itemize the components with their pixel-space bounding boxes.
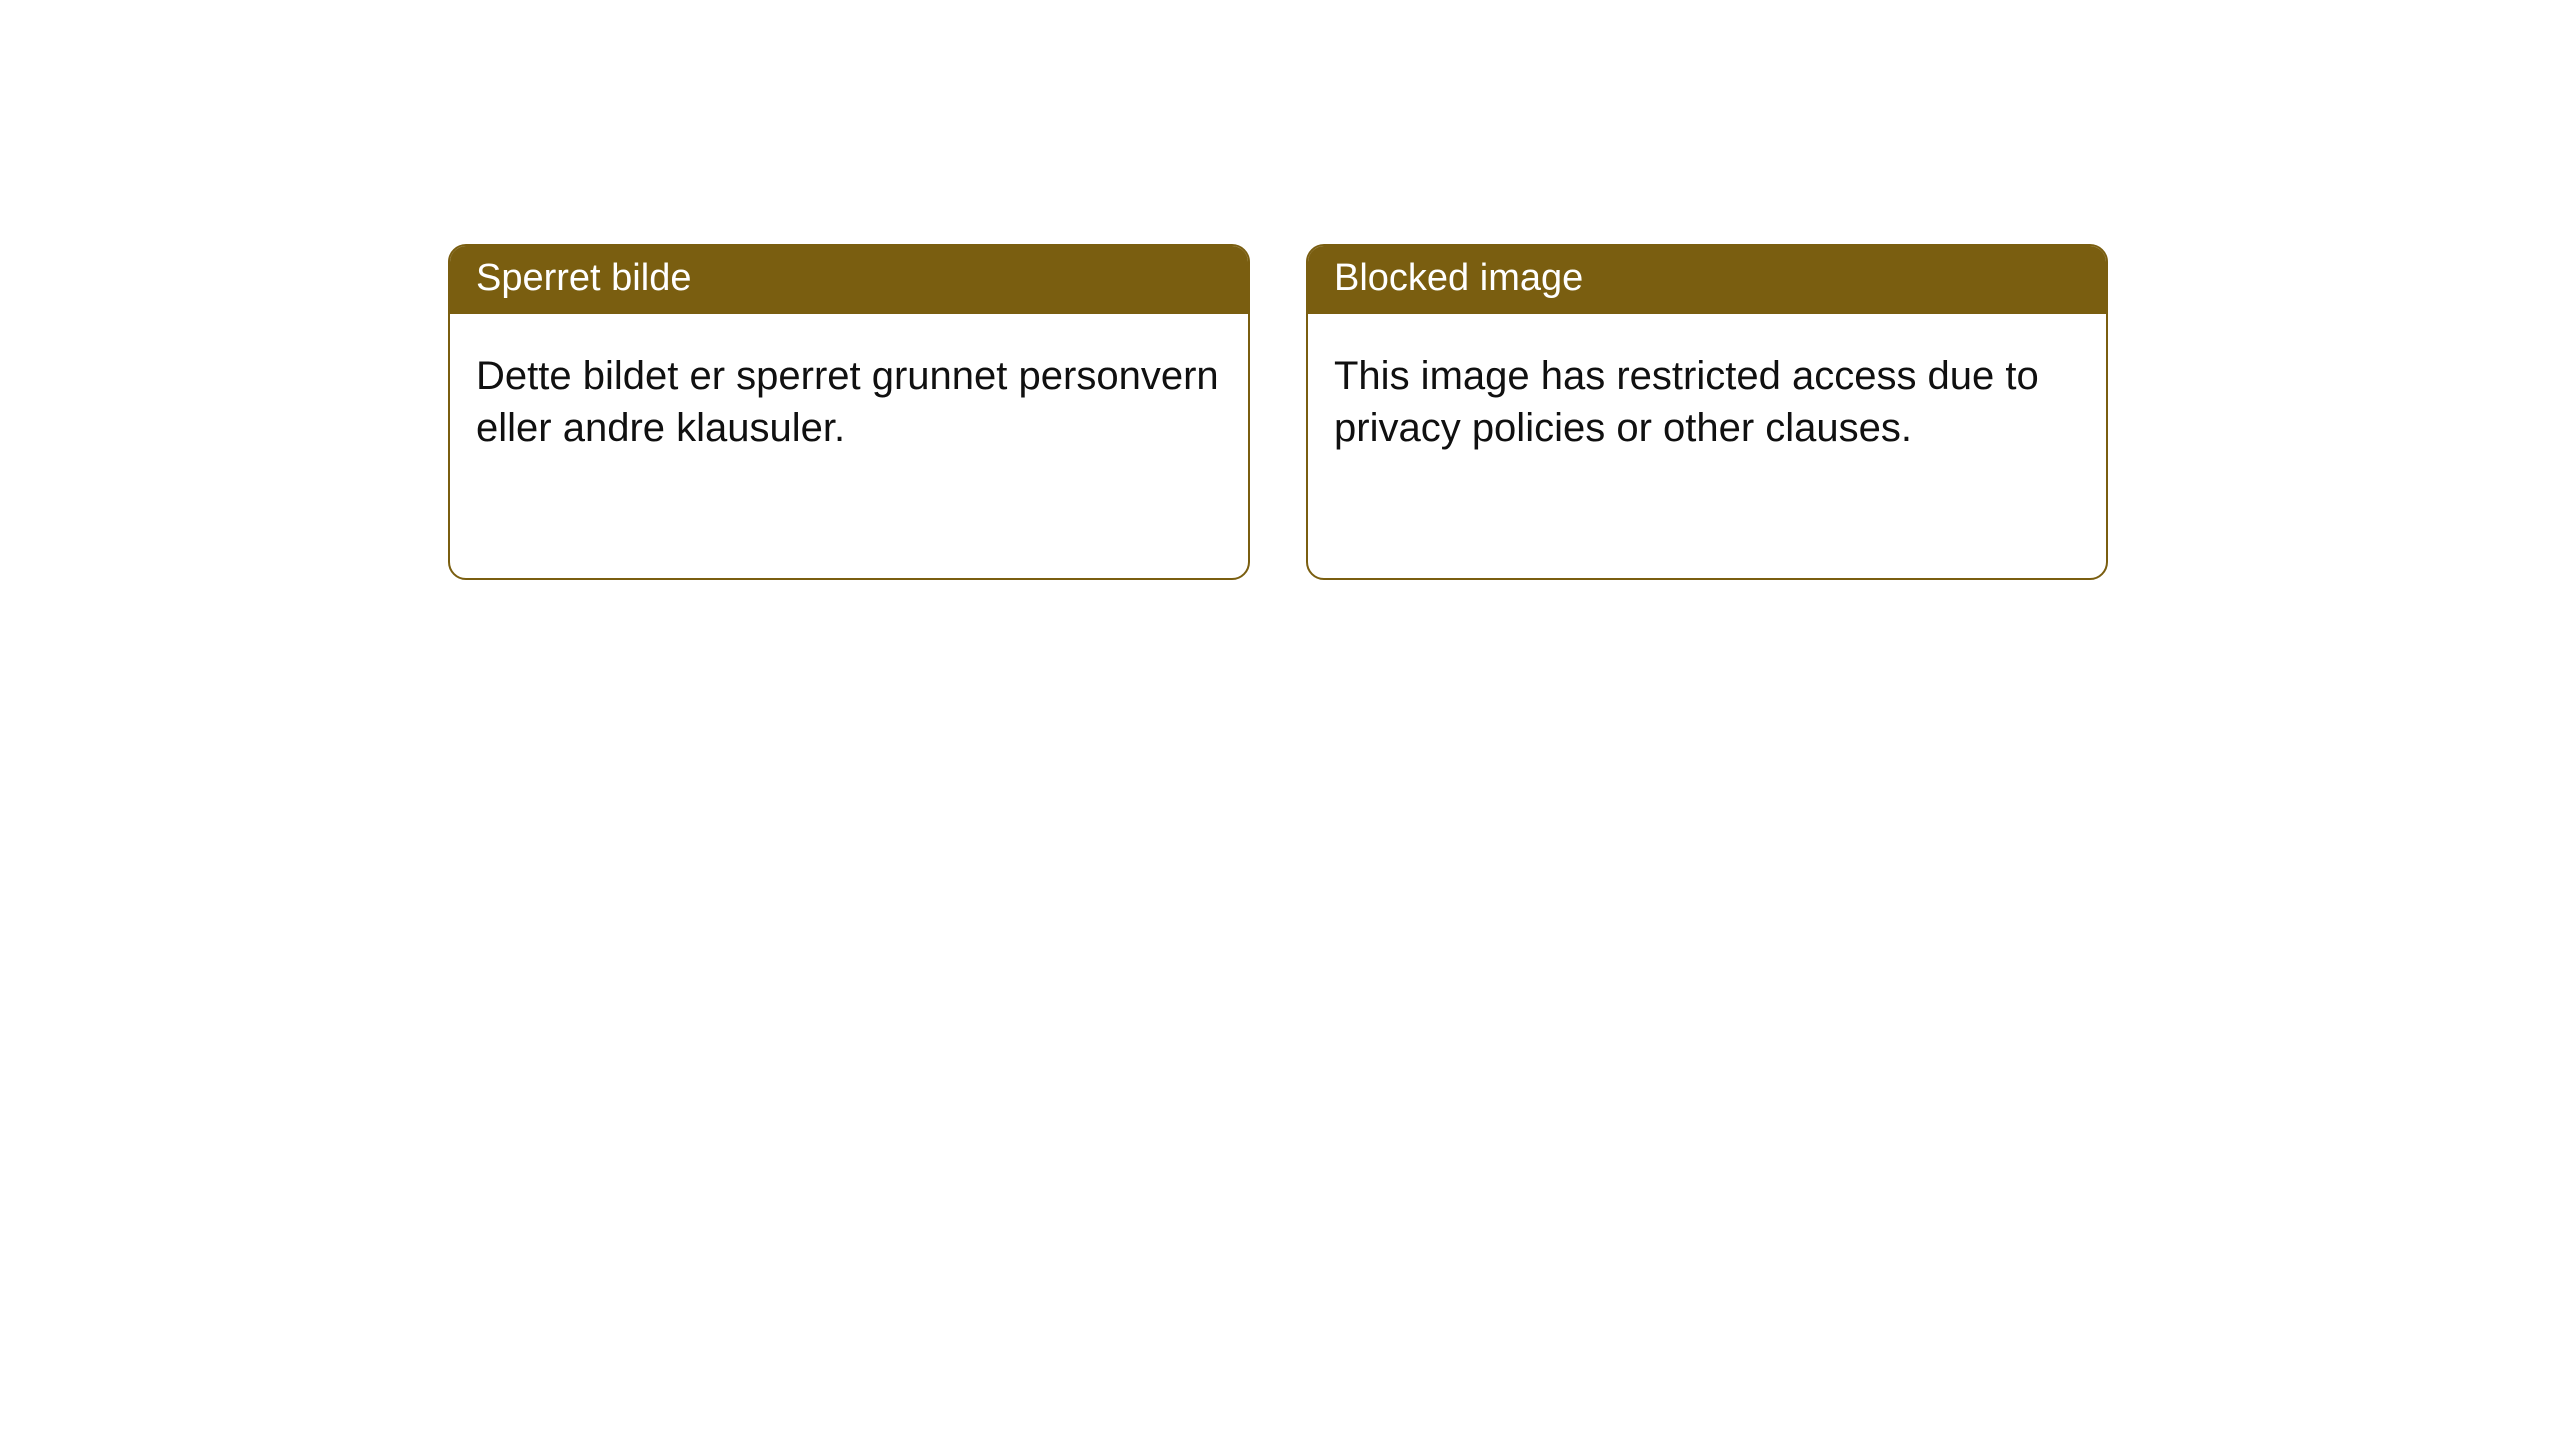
notice-card-english: Blocked image This image has restricted …	[1306, 244, 2108, 580]
notice-row: Sperret bilde Dette bildet er sperret gr…	[448, 244, 2108, 580]
notice-card-norwegian: Sperret bilde Dette bildet er sperret gr…	[448, 244, 1250, 580]
notice-body-norwegian: Dette bildet er sperret grunnet personve…	[450, 314, 1248, 490]
notice-title-english: Blocked image	[1308, 246, 2106, 314]
notice-title-norwegian: Sperret bilde	[450, 246, 1248, 314]
notice-body-english: This image has restricted access due to …	[1308, 314, 2106, 490]
